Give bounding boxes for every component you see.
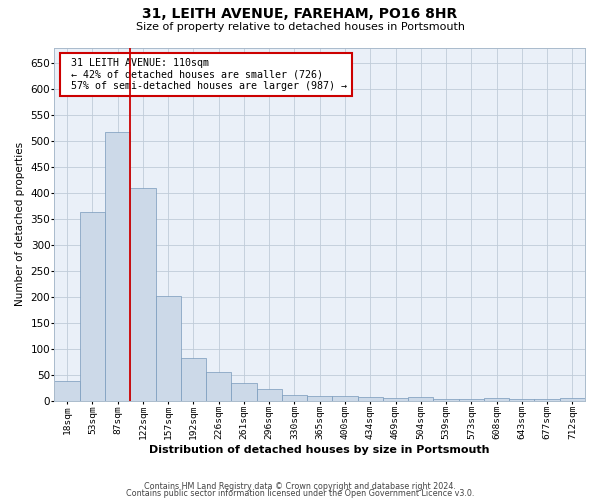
Text: Size of property relative to detached houses in Portsmouth: Size of property relative to detached ho… xyxy=(136,22,464,32)
Bar xyxy=(55,381,80,401)
Bar xyxy=(130,188,155,401)
Bar xyxy=(358,396,383,401)
Bar xyxy=(282,394,307,401)
Text: Contains public sector information licensed under the Open Government Licence v3: Contains public sector information licen… xyxy=(126,490,474,498)
Bar xyxy=(155,296,181,401)
X-axis label: Distribution of detached houses by size in Portsmouth: Distribution of detached houses by size … xyxy=(149,445,490,455)
Text: 31, LEITH AVENUE, FAREHAM, PO16 8HR: 31, LEITH AVENUE, FAREHAM, PO16 8HR xyxy=(142,8,458,22)
Text: 31 LEITH AVENUE: 110sqm
 ← 42% of detached houses are smaller (726)
 57% of semi: 31 LEITH AVENUE: 110sqm ← 42% of detache… xyxy=(65,58,347,92)
Bar xyxy=(105,132,130,401)
Bar xyxy=(181,358,206,401)
Bar xyxy=(458,399,484,401)
Y-axis label: Number of detached properties: Number of detached properties xyxy=(15,142,25,306)
Bar xyxy=(232,382,257,401)
Bar xyxy=(560,398,585,401)
Bar xyxy=(408,396,433,401)
Bar xyxy=(383,398,408,401)
Bar xyxy=(433,399,458,401)
Bar xyxy=(332,396,358,401)
Bar xyxy=(257,390,282,401)
Bar xyxy=(535,399,560,401)
Bar xyxy=(206,372,232,401)
Bar xyxy=(509,399,535,401)
Bar xyxy=(80,212,105,401)
Bar xyxy=(307,396,332,401)
Text: Contains HM Land Registry data © Crown copyright and database right 2024.: Contains HM Land Registry data © Crown c… xyxy=(144,482,456,491)
Bar xyxy=(484,398,509,401)
